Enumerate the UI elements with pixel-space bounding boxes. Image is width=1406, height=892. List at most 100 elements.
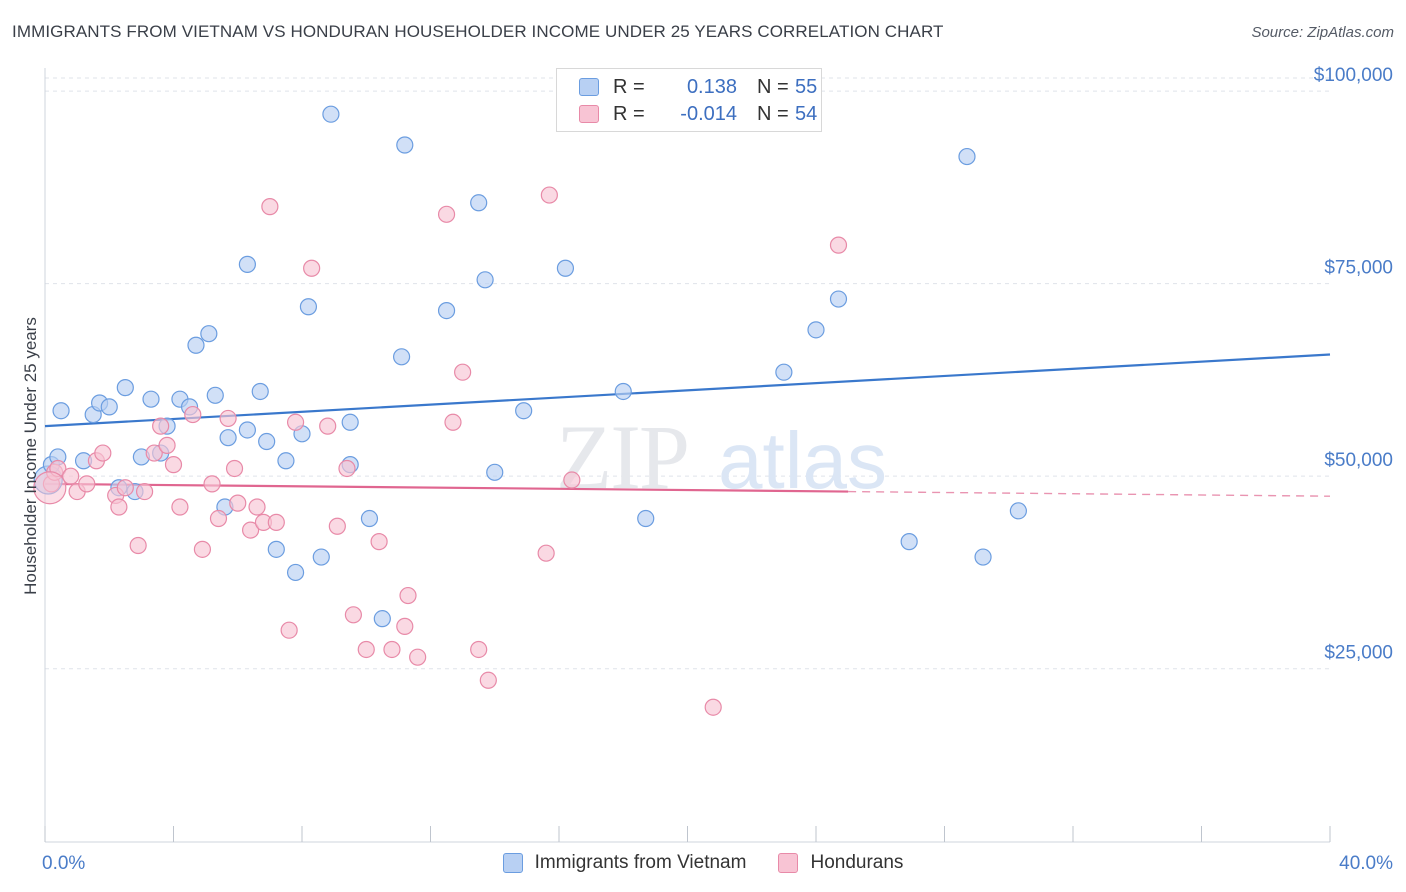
legend-n-value: 55 [795, 75, 818, 98]
point-hondurans [470, 640, 488, 659]
point-vietnam [1009, 502, 1027, 520]
point-vietnam [322, 105, 340, 123]
stats-legend: R = 0.138 N = 55 R = -0.014 N = 54 [556, 68, 822, 132]
point-vietnam [238, 255, 256, 273]
point-vietnam [360, 509, 379, 528]
point-hondurans [129, 536, 147, 555]
point-vietnam [829, 290, 848, 308]
x-tick-label-end: 40.0% [1339, 853, 1393, 874]
point-hondurans [383, 640, 401, 659]
trend-line-vietnam [44, 353, 1331, 428]
point-vietnam [373, 610, 391, 628]
point-hondurans [563, 471, 581, 489]
point-hondurans [437, 205, 456, 223]
point-vietnam [219, 429, 237, 447]
point-vietnam [515, 402, 533, 420]
point-hondurans [184, 405, 202, 424]
legend-n-value: 54 [795, 102, 818, 125]
point-vietnam [775, 363, 793, 381]
point-hondurans [94, 444, 112, 462]
legend-swatch-blue [502, 853, 523, 873]
point-vietnam [200, 325, 218, 343]
point-vietnam [299, 298, 318, 316]
legend-row-vietnam: R = 0.138 N = 55 [579, 74, 817, 100]
point-hondurans [248, 498, 266, 516]
trend-lines [44, 353, 1331, 497]
legend-row-hondurans: R = -0.014 N = 54 [579, 101, 817, 127]
y-tick-label: $75,000 [1324, 258, 1393, 279]
trend-line-hondurans [44, 482, 849, 493]
point-vietnam [958, 147, 976, 166]
point-hondurans [328, 517, 346, 535]
point-vietnam [286, 563, 305, 582]
source-label: Source: ZipAtlas.com [1251, 24, 1394, 41]
point-hondurans [62, 467, 80, 485]
point-vietnam [116, 379, 134, 397]
point-hondurans [829, 236, 848, 254]
point-hondurans [209, 509, 228, 528]
legend-swatch-blue [579, 78, 599, 96]
chart-title: IMMIGRANTS FROM VIETNAM VS HONDURAN HOUS… [12, 22, 944, 41]
watermark-zip: ZIP [556, 406, 688, 508]
point-hondurans [145, 444, 163, 462]
point-hondurans [110, 498, 128, 516]
point-hondurans [303, 259, 321, 277]
point-hondurans-cluster [33, 471, 67, 505]
point-hondurans [267, 513, 285, 531]
point-hondurans [152, 417, 170, 435]
point-vietnam [476, 271, 494, 289]
point-hondurans [135, 482, 154, 501]
watermark: ZIP atlas [556, 406, 887, 508]
point-hondurans [338, 459, 356, 478]
point-vietnam [142, 390, 160, 408]
point-hondurans [357, 640, 375, 659]
point-hondurans [396, 617, 414, 635]
legend-item-vietnam: Immigrants from Vietnam [502, 852, 747, 874]
data-points [33, 105, 1027, 716]
point-vietnam [312, 548, 330, 566]
point-vietnam [614, 382, 632, 401]
point-vietnam [251, 382, 269, 401]
point-vietnam [807, 321, 825, 339]
x-tick-label-start: 0.0% [42, 853, 85, 874]
point-vietnam [206, 386, 224, 404]
point-hondurans [242, 521, 260, 539]
point-hondurans [225, 459, 244, 478]
point-vietnam [100, 398, 118, 416]
point-hondurans [540, 186, 558, 204]
series-legend: Immigrants from Vietnam Hondurans [0, 852, 1406, 874]
point-vietnam [974, 548, 992, 566]
legend-r-label: R = [613, 75, 645, 98]
legend-r-value: 0.138 [686, 75, 737, 98]
point-vietnam [556, 259, 575, 277]
point-hondurans [537, 544, 555, 562]
legend-swatch-pink [579, 105, 599, 123]
point-hondurans [319, 417, 337, 435]
y-tick-label: $25,000 [1324, 643, 1393, 664]
point-hondurans [229, 494, 247, 512]
point-hondurans [344, 606, 362, 624]
point-vietnam [238, 421, 256, 439]
legend-item-hondurans: Hondurans [778, 852, 903, 874]
legend-swatch-pink [778, 853, 799, 873]
point-vietnam [267, 540, 285, 558]
point-hondurans [261, 198, 279, 216]
y-axis-label: Householder Income Under 25 years [21, 317, 40, 595]
point-hondurans [280, 621, 298, 639]
point-vietnam [637, 509, 655, 528]
point-vietnam [258, 432, 276, 451]
point-hondurans [219, 409, 237, 428]
legend-r-label: R = [613, 102, 645, 125]
point-hondurans [479, 671, 497, 689]
point-vietnam [392, 348, 411, 366]
point-hondurans [116, 479, 134, 497]
point-hondurans [286, 413, 305, 431]
y-tick-label: $50,000 [1324, 450, 1393, 471]
legend-label-hondurans: Hondurans [810, 852, 904, 873]
tick-labels: $25,000 $50,000 $75,000 $100,000 0.0% 40.0% [42, 65, 1393, 874]
point-hondurans [158, 436, 176, 454]
point-hondurans [203, 475, 221, 493]
point-vietnam [187, 336, 205, 354]
legend-label-vietnam: Immigrants from Vietnam [534, 852, 747, 873]
